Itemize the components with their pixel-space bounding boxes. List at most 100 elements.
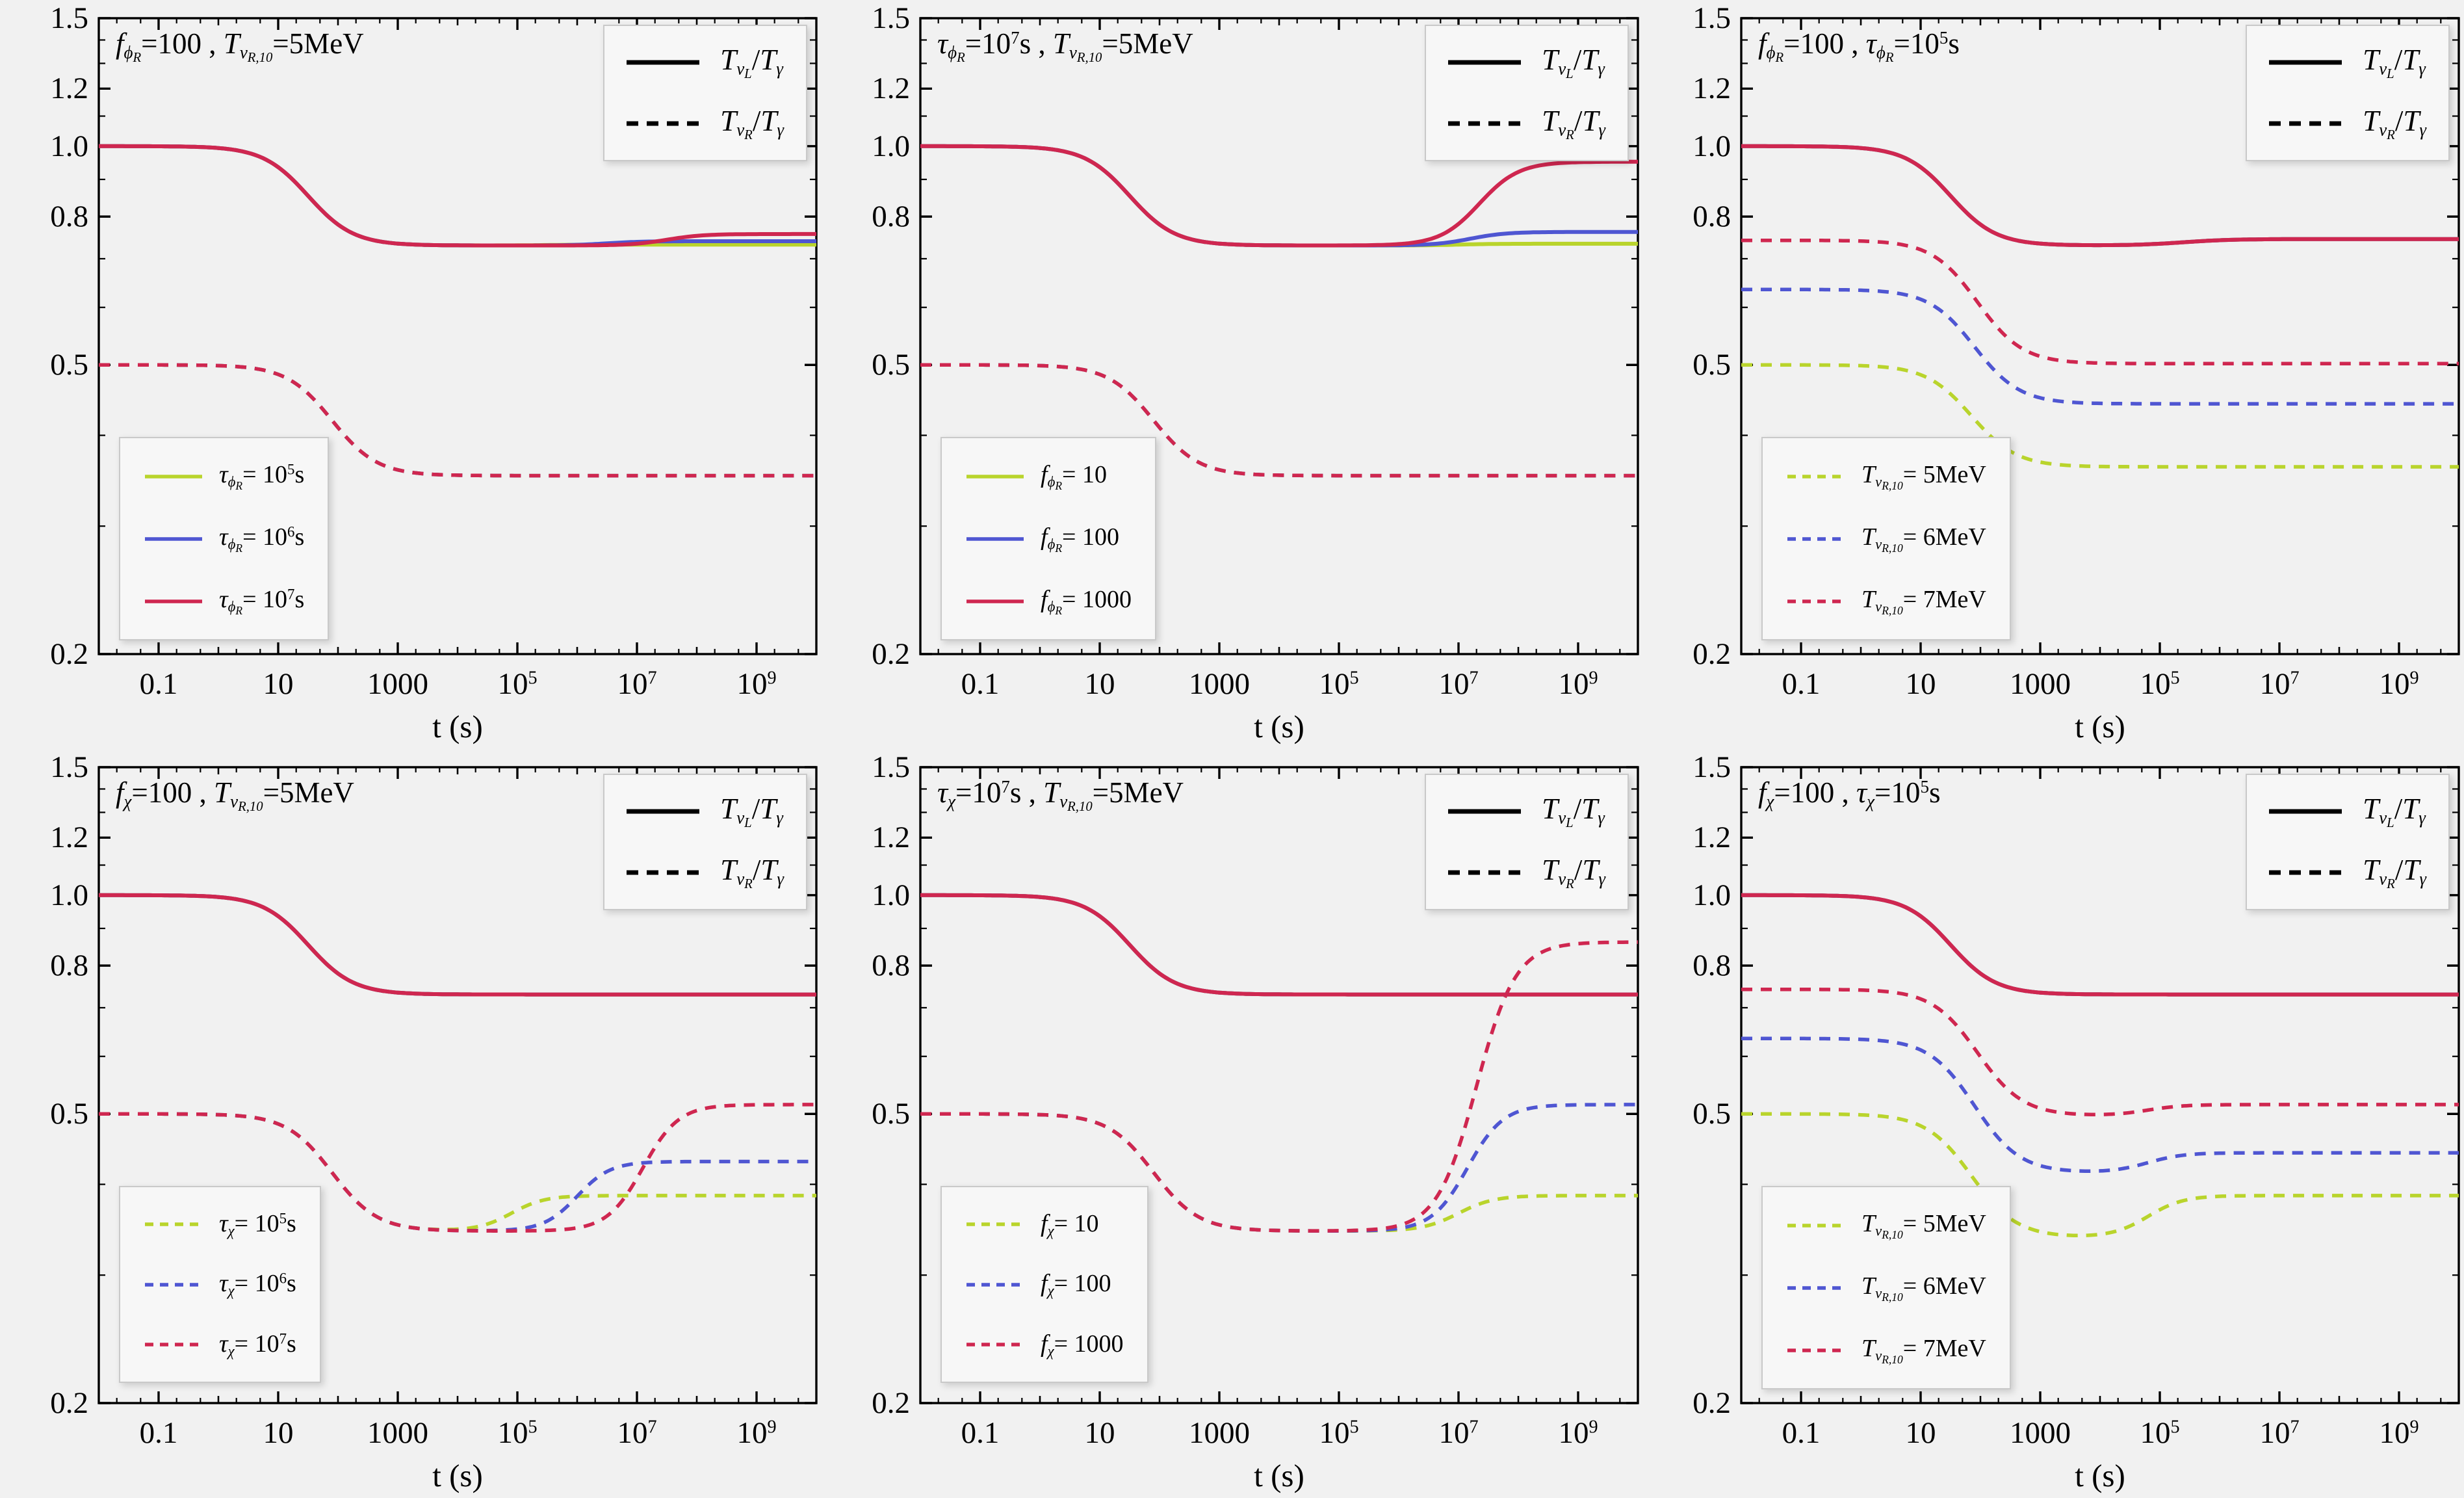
text-fragment: = 100 (1054, 1270, 1111, 1298)
x-tick-label: 1000 (1975, 668, 2105, 700)
text-fragment: T (1043, 776, 1060, 809)
text-fragment: 7 (2290, 668, 2300, 689)
text-fragment: χ (1047, 1222, 1054, 1239)
dashed-color-sample-icon (1787, 599, 1845, 603)
text-fragment: T (2363, 853, 2380, 886)
text-fragment: R (1055, 479, 1063, 492)
text-fragment: T (1542, 793, 1559, 825)
dashed-line-sample-icon (627, 870, 700, 875)
parameter-legend: τχ= 105s τχ= 106s τχ= 107s (119, 1186, 321, 1384)
x-tick-label: 0.1 (94, 668, 224, 700)
text-fragment: / (2394, 793, 2403, 825)
text-fragment: = 10 (234, 1210, 279, 1237)
text-fragment: = 6MeV (1902, 1272, 1986, 1300)
text-fragment: 5 (1349, 668, 1359, 689)
text-fragment: γ (777, 120, 784, 140)
text-fragment: 5 (279, 1210, 287, 1227)
legend-row: TνL/Tγ (624, 43, 784, 82)
legend-row: τϕR= 105s (144, 460, 304, 493)
text-fragment: 10 (736, 667, 768, 701)
dashed-line-sample-icon (1448, 121, 1522, 126)
plot-panel-4: fχ=100 , TνR,10=5MeV TνL/Tγ TνR/Tγ τχ= 105s… (0, 749, 822, 1498)
text-fragment: R,10 (238, 799, 263, 814)
text-fragment: = 5MeV (1902, 1210, 1986, 1237)
dashed-color-sample-icon (145, 1343, 202, 1347)
y-tick-label: 1.5 (1692, 1, 1731, 35)
x-tick-label: 1000 (1154, 1417, 1284, 1449)
solid-color-sample-icon (966, 536, 1024, 541)
curve-solid-3 (99, 144, 816, 248)
text-fragment: 5 (1920, 777, 1929, 797)
y-tick-label: 0.8 (50, 949, 88, 983)
legend-row: TνR,10= 7MeV (1786, 1334, 1986, 1367)
text-fragment: = 10 (234, 1270, 279, 1298)
text-fragment: / (752, 104, 761, 137)
text-fragment: L (2387, 815, 2394, 830)
text-fragment: =10 (955, 776, 1002, 809)
text-fragment: 6 (287, 523, 295, 540)
legend-label: TνR/Tγ (720, 853, 784, 892)
text-fragment: 10 (2140, 1416, 2171, 1450)
curve-solid-4 (99, 893, 816, 997)
text-fragment: 10 (497, 667, 528, 701)
legend-label: TνR/Tγ (2363, 104, 2426, 143)
text-fragment: f (1758, 27, 1767, 60)
text-fragment: T (1581, 793, 1598, 825)
text-fragment: 10 (617, 667, 648, 701)
x-tick-label: 10 (1856, 1417, 1986, 1449)
text-fragment: =5MeV (263, 776, 354, 809)
text-fragment: 0.1 (139, 667, 178, 701)
plot-panel-5: τχ=107s , TνR,10=5MeV TνL/Tγ TνR/Tγ fχ= 10 f… (822, 749, 1643, 1498)
x-tick-label: 109 (692, 1417, 822, 1449)
curve-dashed-2 (920, 363, 1638, 478)
text-fragment: T (2402, 793, 2419, 825)
curve-solid-5 (1741, 144, 2459, 248)
text-fragment: ν (1558, 120, 1566, 140)
text-fragment: 10 (1084, 667, 1115, 701)
text-fragment: 5 (2170, 1417, 2180, 1438)
text-fragment: =5MeV (1092, 776, 1184, 809)
text-fragment: 7 (2290, 1417, 2300, 1438)
text-fragment: γ (2419, 808, 2426, 828)
legend-label: τχ= 105s (219, 1209, 296, 1239)
text-fragment: τ (219, 523, 228, 551)
legend-label: TνL/Tγ (1542, 792, 1605, 831)
dashed-color-sample-icon (145, 1282, 202, 1287)
x-tick-label: 10 (1035, 668, 1165, 700)
legend-label: τϕR= 107s (219, 585, 304, 618)
text-fragment: ν (736, 808, 745, 828)
text-fragment: γ (1598, 808, 1605, 828)
legend-label: fχ= 10 (1041, 1209, 1099, 1239)
text-fragment: R,10 (1882, 479, 1903, 492)
y-tick-label: 1.0 (1692, 878, 1731, 912)
x-tick-label: 107 (572, 1417, 702, 1449)
legend-label: TνR,10= 6MeV (1861, 523, 1986, 555)
text-fragment: χ (227, 1343, 235, 1360)
text-fragment: 10 (1905, 1416, 1936, 1450)
y-tick-label: 0.8 (50, 200, 88, 234)
curve-dashed-1 (1741, 287, 2459, 406)
text-fragment: s (286, 1210, 296, 1237)
y-tick-label: 0.8 (1692, 200, 1731, 234)
text-fragment: 10 (1084, 1416, 1115, 1450)
text-fragment: τ (937, 27, 948, 60)
plot-canvas (919, 17, 1639, 655)
text-fragment: f (1041, 1270, 1048, 1298)
legend-row: τχ= 105s (144, 1209, 296, 1239)
text-fragment: T (2363, 104, 2380, 137)
text-fragment: / (751, 793, 760, 825)
text-fragment: 6 (279, 1270, 287, 1287)
y-tick-label: 0.2 (872, 1386, 910, 1420)
y-tick-label: 0.8 (872, 949, 910, 983)
text-fragment: = 7MeV (1902, 585, 1986, 613)
solid-color-sample-icon (145, 536, 202, 541)
text-fragment: 10 (2379, 667, 2410, 701)
text-fragment: = 7MeV (1902, 1334, 1986, 1362)
y-tick-label: 1.2 (1692, 72, 1731, 106)
curve-solid-4 (99, 144, 816, 248)
text-fragment: ν (2379, 59, 2387, 79)
legend-row: TνR/Tγ (2266, 104, 2426, 143)
plot-panel-6: fχ=100 , τχ=105s TνL/Tγ TνR/Tγ TνR,10= 5MeV… (1642, 749, 2464, 1498)
text-fragment: =100 , (141, 27, 224, 60)
